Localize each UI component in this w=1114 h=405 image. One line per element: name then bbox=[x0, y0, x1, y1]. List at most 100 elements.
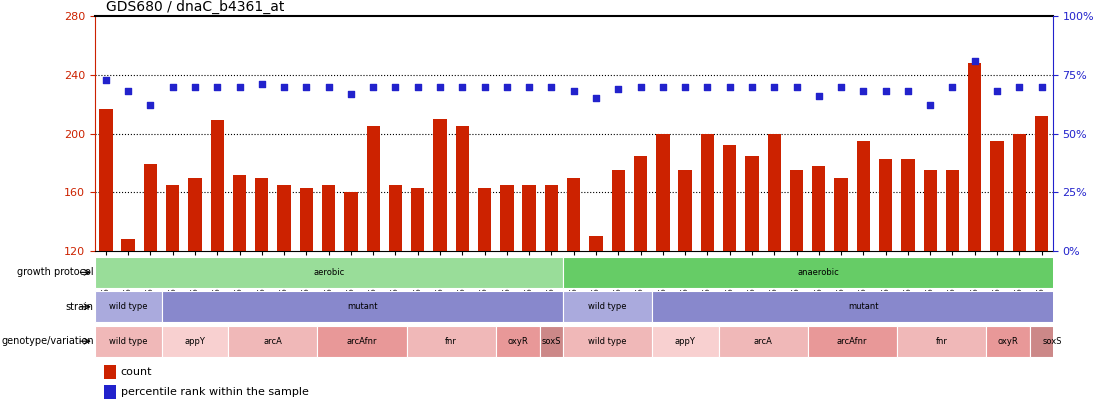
Bar bbox=[456, 126, 469, 251]
Point bbox=[944, 83, 961, 90]
Point bbox=[698, 83, 716, 90]
Bar bbox=[478, 188, 491, 251]
Point bbox=[832, 83, 850, 90]
Text: oxyR: oxyR bbox=[508, 337, 528, 346]
Point bbox=[409, 83, 427, 90]
Text: soxS: soxS bbox=[1043, 337, 1063, 346]
Point bbox=[921, 102, 939, 109]
Bar bbox=[300, 188, 313, 251]
Bar bbox=[1013, 134, 1026, 251]
Bar bbox=[857, 141, 870, 251]
Text: arcA: arcA bbox=[754, 337, 772, 346]
Bar bbox=[545, 185, 558, 251]
Text: fnr: fnr bbox=[446, 337, 457, 346]
Bar bbox=[99, 109, 113, 251]
Text: soxS: soxS bbox=[541, 337, 561, 346]
Bar bbox=[411, 188, 424, 251]
Point bbox=[854, 88, 872, 95]
Bar bbox=[768, 134, 781, 251]
Point bbox=[208, 83, 226, 90]
Point bbox=[231, 83, 248, 90]
FancyBboxPatch shape bbox=[563, 291, 652, 322]
Text: arcAfnr: arcAfnr bbox=[837, 337, 868, 346]
Text: percentile rank within the sample: percentile rank within the sample bbox=[120, 387, 309, 397]
Bar bbox=[277, 185, 291, 251]
Point bbox=[609, 86, 627, 92]
Bar bbox=[188, 178, 202, 251]
Point bbox=[543, 83, 560, 90]
Point bbox=[877, 88, 895, 95]
FancyBboxPatch shape bbox=[897, 326, 986, 357]
FancyBboxPatch shape bbox=[563, 326, 652, 357]
Point bbox=[765, 83, 783, 90]
FancyBboxPatch shape bbox=[540, 326, 563, 357]
FancyBboxPatch shape bbox=[228, 326, 317, 357]
Bar bbox=[924, 171, 937, 251]
Bar bbox=[1035, 116, 1048, 251]
Text: appY: appY bbox=[185, 337, 205, 346]
Bar bbox=[522, 185, 536, 251]
Bar bbox=[968, 63, 981, 251]
Point bbox=[654, 83, 672, 90]
FancyBboxPatch shape bbox=[563, 257, 1075, 288]
Point bbox=[1033, 83, 1051, 90]
Bar bbox=[389, 185, 402, 251]
FancyBboxPatch shape bbox=[496, 326, 540, 357]
Point bbox=[498, 83, 516, 90]
Point bbox=[453, 83, 471, 90]
Point bbox=[587, 95, 605, 102]
Bar bbox=[812, 166, 825, 251]
Point bbox=[966, 58, 984, 64]
Text: anaerobic: anaerobic bbox=[798, 268, 840, 277]
Bar bbox=[678, 171, 692, 251]
Point bbox=[119, 88, 137, 95]
Point bbox=[676, 83, 694, 90]
Text: oxyR: oxyR bbox=[998, 337, 1018, 346]
Text: fnr: fnr bbox=[936, 337, 947, 346]
Text: count: count bbox=[120, 367, 152, 377]
Point bbox=[186, 83, 204, 90]
Bar bbox=[105, 385, 116, 399]
Text: wild type: wild type bbox=[588, 337, 626, 346]
Point bbox=[565, 88, 583, 95]
Bar bbox=[166, 185, 179, 251]
Point bbox=[632, 83, 649, 90]
FancyBboxPatch shape bbox=[407, 326, 496, 357]
Text: aerobic: aerobic bbox=[313, 268, 344, 277]
Point bbox=[164, 83, 182, 90]
FancyBboxPatch shape bbox=[1030, 326, 1075, 357]
Bar bbox=[500, 185, 514, 251]
FancyBboxPatch shape bbox=[652, 291, 1075, 322]
Text: arcA: arcA bbox=[264, 337, 282, 346]
Point bbox=[988, 88, 1006, 95]
Bar bbox=[367, 126, 380, 251]
Point bbox=[743, 83, 761, 90]
Point bbox=[141, 102, 159, 109]
Bar bbox=[255, 178, 268, 251]
Bar bbox=[701, 134, 714, 251]
FancyBboxPatch shape bbox=[317, 326, 407, 357]
Bar bbox=[433, 119, 447, 251]
Point bbox=[476, 83, 494, 90]
Point bbox=[721, 83, 739, 90]
Text: wild type: wild type bbox=[109, 337, 147, 346]
Point bbox=[788, 83, 805, 90]
Text: wild type: wild type bbox=[109, 302, 147, 311]
FancyBboxPatch shape bbox=[95, 291, 162, 322]
Point bbox=[253, 81, 271, 87]
Bar bbox=[990, 141, 1004, 251]
Bar bbox=[211, 120, 224, 251]
Bar bbox=[901, 159, 915, 251]
FancyBboxPatch shape bbox=[652, 326, 719, 357]
Bar bbox=[790, 171, 803, 251]
Point bbox=[320, 83, 338, 90]
Point bbox=[387, 83, 404, 90]
FancyBboxPatch shape bbox=[95, 257, 563, 288]
Bar bbox=[567, 178, 580, 251]
Bar bbox=[144, 164, 157, 251]
Bar bbox=[656, 134, 670, 251]
FancyBboxPatch shape bbox=[986, 326, 1030, 357]
Text: arcAfnr: arcAfnr bbox=[346, 337, 378, 346]
Bar bbox=[634, 156, 647, 251]
Text: strain: strain bbox=[66, 302, 94, 312]
